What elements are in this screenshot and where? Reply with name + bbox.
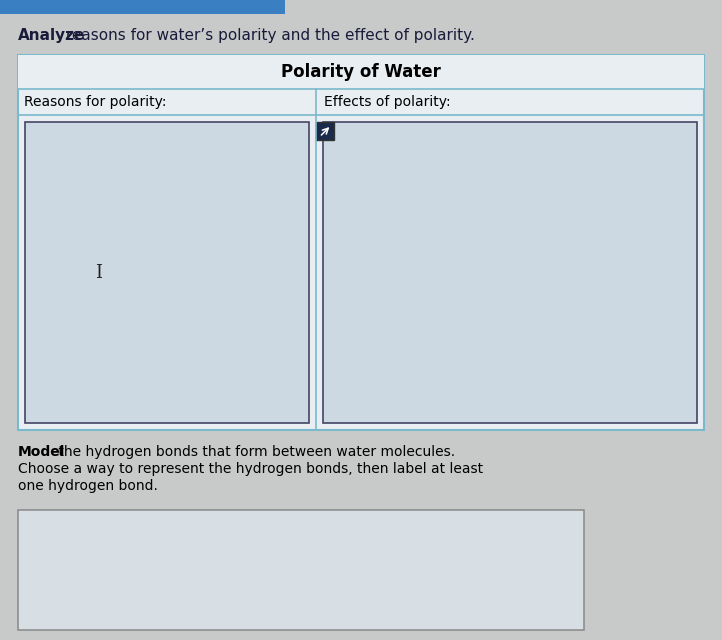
FancyBboxPatch shape — [316, 122, 334, 140]
Text: Model: Model — [18, 445, 66, 459]
FancyBboxPatch shape — [25, 122, 310, 423]
Text: Reasons for polarity:: Reasons for polarity: — [24, 95, 167, 109]
FancyBboxPatch shape — [18, 510, 584, 630]
FancyBboxPatch shape — [18, 55, 704, 89]
Text: Analyze: Analyze — [18, 28, 85, 43]
Text: one hydrogen bond.: one hydrogen bond. — [18, 479, 158, 493]
Text: the hydrogen bonds that form between water molecules.: the hydrogen bonds that form between wat… — [54, 445, 455, 459]
Text: reasons for water’s polarity and the effect of polarity.: reasons for water’s polarity and the eff… — [61, 28, 475, 43]
Text: I: I — [95, 264, 103, 282]
Text: Polarity of Water: Polarity of Water — [281, 63, 441, 81]
Text: Choose a way to represent the hydrogen bonds, then label at least: Choose a way to represent the hydrogen b… — [18, 462, 483, 476]
Text: Effects of polarity:: Effects of polarity: — [324, 95, 451, 109]
FancyBboxPatch shape — [323, 122, 697, 423]
FancyBboxPatch shape — [18, 55, 704, 430]
FancyBboxPatch shape — [0, 0, 285, 14]
